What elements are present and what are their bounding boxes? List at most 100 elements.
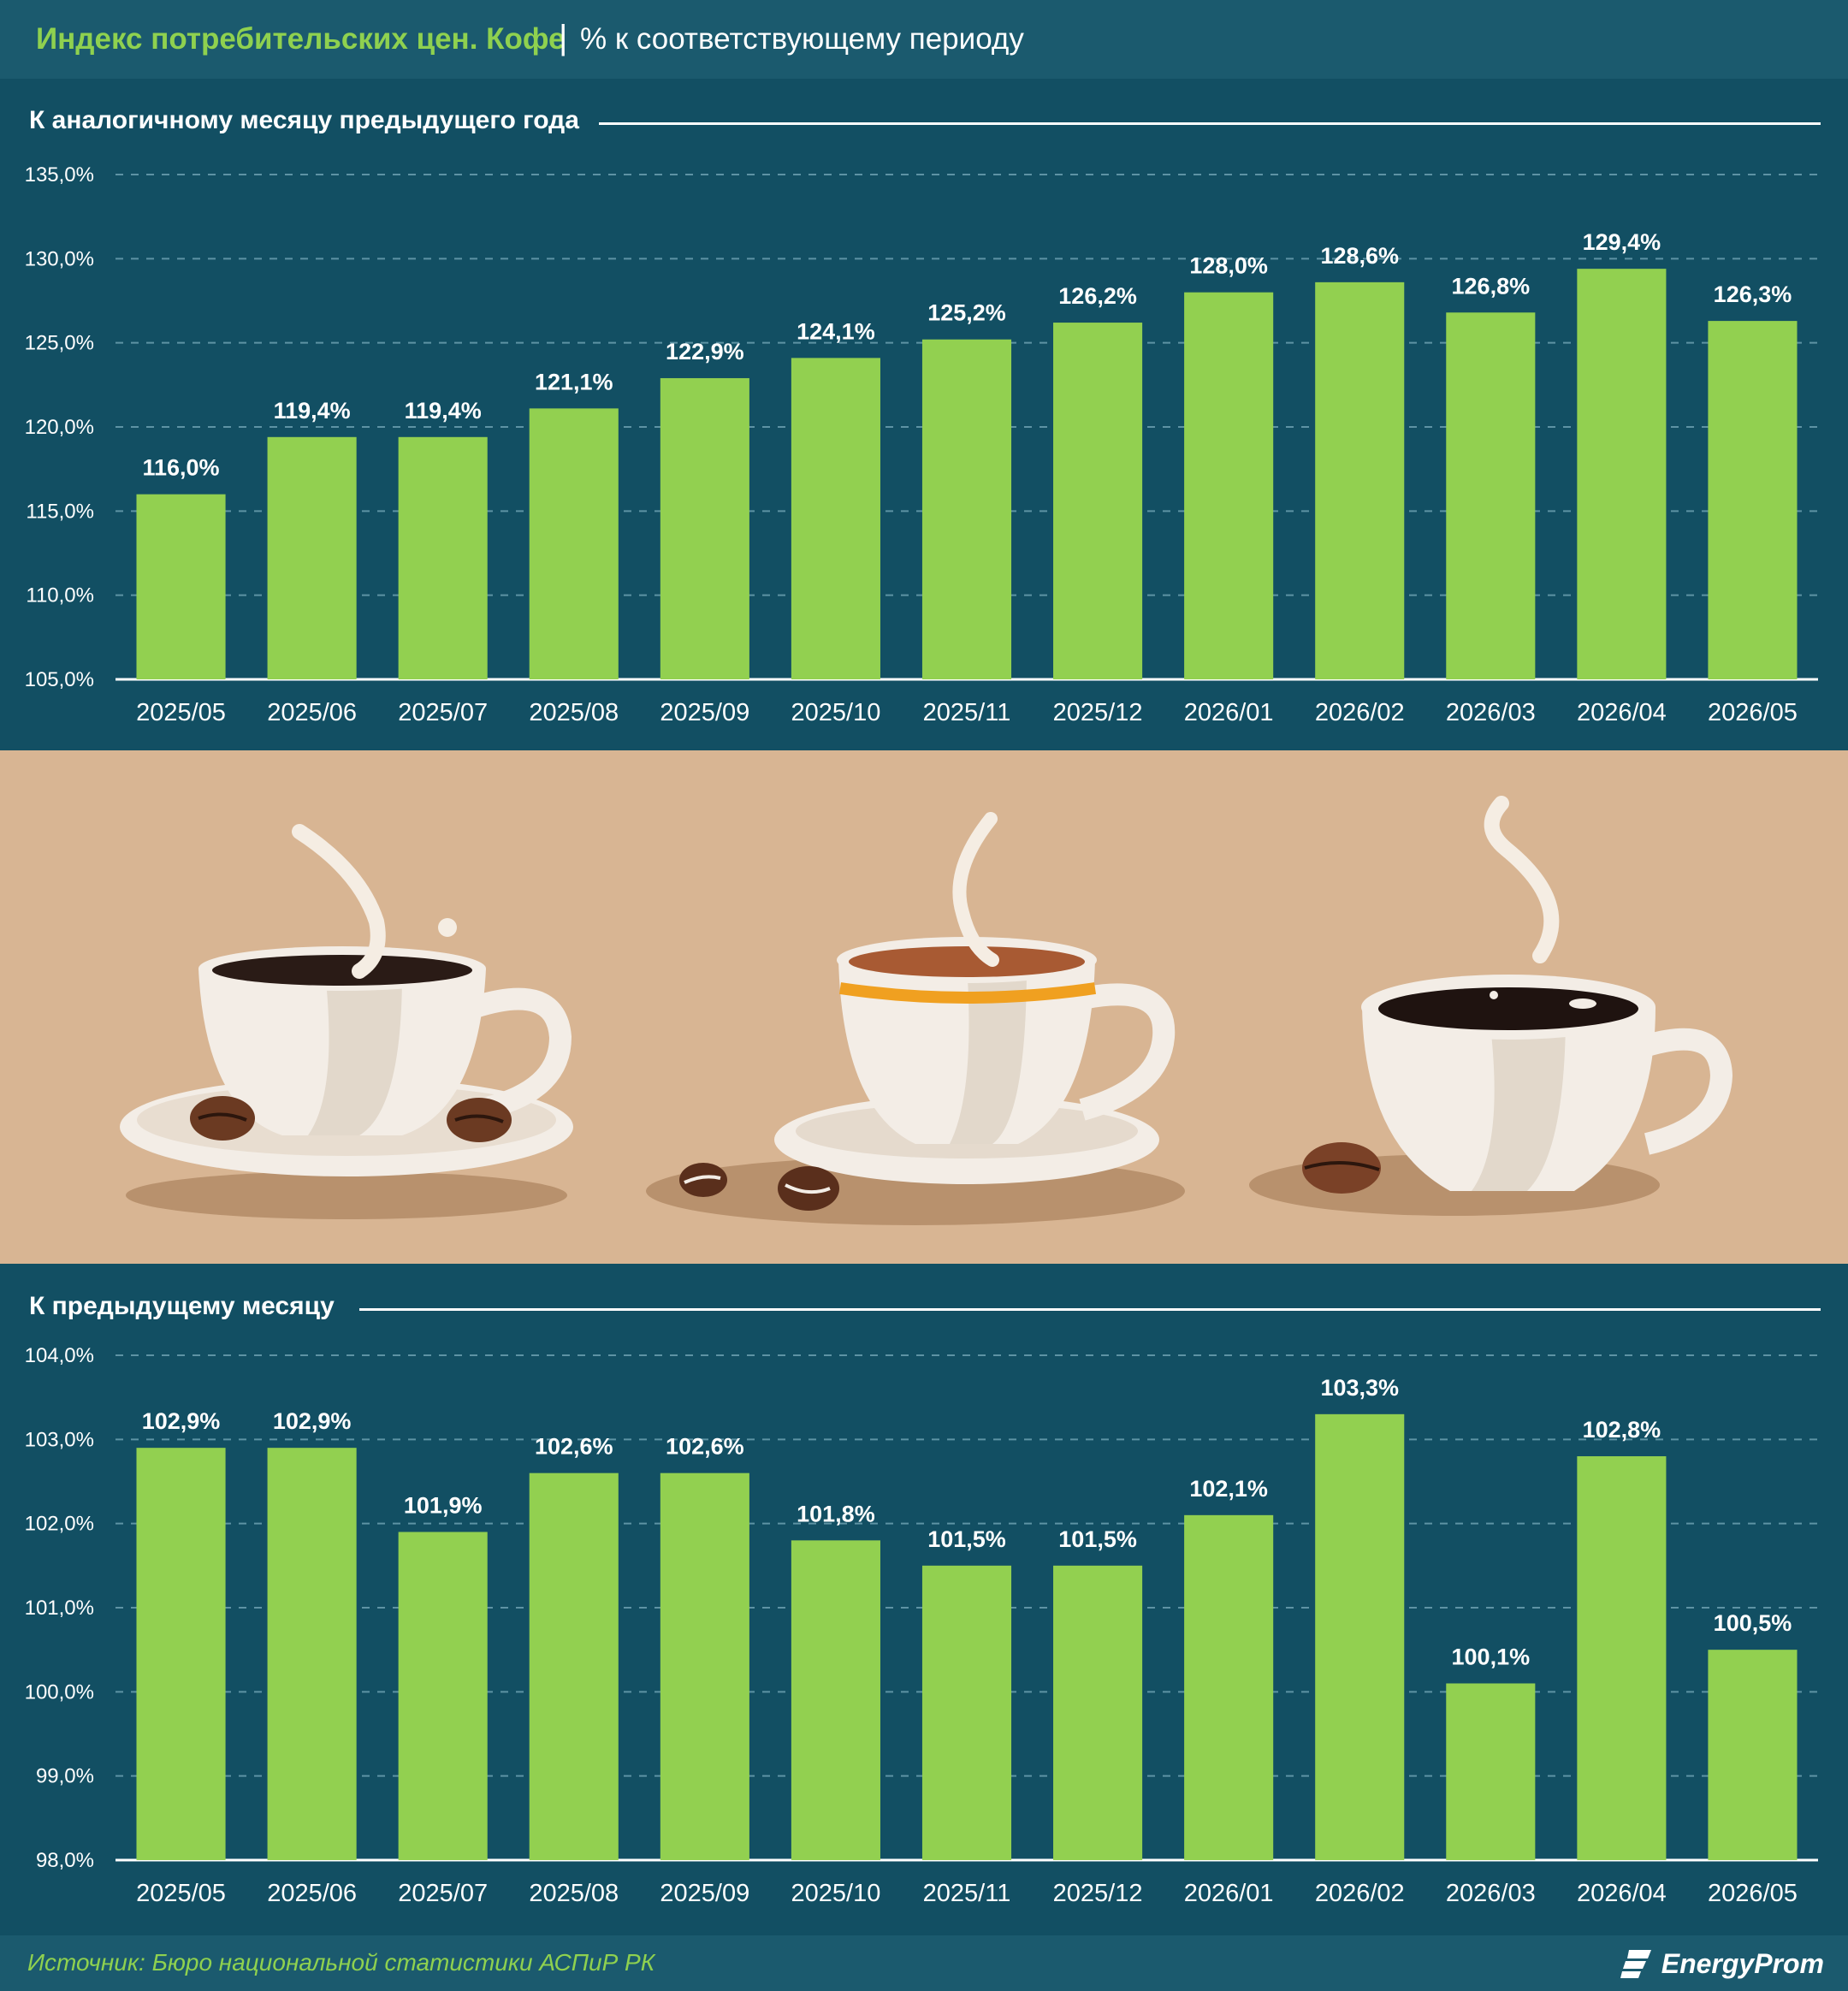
- y-tick-label: 120,0%: [25, 416, 94, 439]
- y-tick-label: 110,0%: [26, 584, 94, 607]
- data-label: 102,8%: [1583, 1417, 1661, 1443]
- data-label: 122,9%: [666, 339, 744, 364]
- steam-icon: [292, 824, 386, 979]
- logo: EnergyProm: [1620, 1944, 1824, 1983]
- data-label: 101,8%: [797, 1501, 875, 1526]
- data-label: 128,0%: [1189, 253, 1268, 279]
- x-tick-label: 2026/03: [1446, 1880, 1536, 1907]
- coffee-illustration: [0, 750, 1848, 1264]
- x-tick-label: 2025/08: [529, 1880, 619, 1907]
- bar-2026-01: [1184, 1514, 1274, 1860]
- steam-icon: [1484, 796, 1560, 963]
- data-label: 102,1%: [1189, 1476, 1268, 1502]
- x-tick-label: 2025/05: [136, 1880, 226, 1907]
- energyprom-logo-icon: [1620, 1950, 1651, 1978]
- bar-2026-04: [1577, 1456, 1667, 1860]
- data-label: 102,9%: [273, 1408, 352, 1434]
- page-subtitle: % к соответствующему периоду: [580, 22, 1024, 56]
- x-tick-label: 2026/01: [1184, 699, 1274, 726]
- chart-yoy: 105,0% 110,0% 115,0% 120,0% 125,0% 130,0% 135,…: [25, 163, 1818, 726]
- chart1-title-rule: [599, 122, 1821, 125]
- header-bar: Индекс потребительских цен. Кофе | % к с…: [0, 0, 1848, 79]
- data-label: 119,4%: [405, 398, 482, 424]
- data-label: 116,0%: [142, 455, 219, 481]
- chart2-title-rule: [359, 1308, 1821, 1311]
- y-tick-label: 102,0%: [25, 1513, 94, 1536]
- x-tick-label: 2026/05: [1708, 1880, 1798, 1907]
- data-label: 102,6%: [535, 1434, 613, 1460]
- data-label: 102,9%: [142, 1408, 221, 1434]
- y-tick-label: 101,0%: [25, 1597, 94, 1620]
- x-tick-label: 2025/08: [529, 699, 619, 726]
- data-label: 129,4%: [1583, 229, 1661, 255]
- source-note: Источник: Бюро национальной статистики А…: [27, 1949, 655, 1976]
- bar-2026-05: [1708, 1650, 1798, 1860]
- y-tick-label: 105,0%: [25, 668, 94, 691]
- x-tick-label: 2025/12: [1053, 1880, 1143, 1907]
- bar-2025-10: [791, 1540, 880, 1860]
- bar-2025-06: [267, 436, 357, 679]
- bar-2025-08: [529, 1473, 619, 1860]
- data-label: 128,6%: [1320, 243, 1399, 269]
- page-title: Индекс потребительских цен. Кофе: [36, 22, 566, 56]
- bar-2025-12: [1053, 323, 1143, 679]
- y-tick-label: 99,0%: [36, 1765, 94, 1788]
- x-tick-label: 2026/05: [1708, 699, 1798, 726]
- bar-2025-11: [921, 339, 1012, 679]
- coffee-cup-icon: [1249, 796, 1733, 1216]
- x-tick-label: 2026/02: [1315, 699, 1405, 726]
- bar-2026-01: [1184, 292, 1274, 679]
- coffee-cup-icon: [120, 824, 573, 1219]
- y-tick-label: 98,0%: [36, 1849, 94, 1872]
- chart1-title: К аналогичному месяцу предыдущего года: [29, 106, 586, 135]
- bar-2025-09: [660, 377, 749, 679]
- x-tick-label: 2026/03: [1446, 699, 1536, 726]
- data-label: 125,2%: [927, 300, 1006, 326]
- y-tick-label: 135,0%: [25, 163, 94, 187]
- data-label: 100,1%: [1452, 1644, 1531, 1670]
- x-tick-label: 2025/09: [660, 699, 749, 726]
- bar-2025-12: [1053, 1565, 1143, 1860]
- bar-2026-02: [1315, 281, 1405, 679]
- y-tick-label: 125,0%: [25, 332, 94, 355]
- coffee-cup-icon: [646, 812, 1185, 1225]
- data-label: 101,5%: [927, 1526, 1006, 1552]
- bar-2025-06: [267, 1448, 357, 1860]
- footer-bar: Источник: Бюро национальной статистики А…: [0, 1935, 1848, 1991]
- chart2-title: К предыдущему месяцу: [29, 1292, 341, 1321]
- logo-text: EnergyProm: [1661, 1947, 1824, 1979]
- y-tick-label: 115,0%: [26, 500, 94, 523]
- data-label: 101,9%: [404, 1493, 483, 1519]
- x-tick-label: 2026/02: [1315, 1880, 1405, 1907]
- y-tick-label: 104,0%: [25, 1344, 94, 1367]
- bar-2025-05: [136, 1448, 226, 1860]
- x-tick-label: 2025/12: [1053, 699, 1143, 726]
- bar-2025-10: [791, 358, 880, 679]
- bar-2026-05: [1708, 321, 1798, 679]
- x-tick-label: 2025/07: [398, 699, 488, 726]
- x-tick-label: 2025/11: [923, 699, 1011, 726]
- y-tick-label: 103,0%: [25, 1428, 94, 1451]
- data-label: 126,8%: [1452, 273, 1531, 299]
- y-tick-label: 100,0%: [25, 1680, 94, 1704]
- x-tick-label: 2025/09: [660, 1880, 749, 1907]
- x-tick-label: 2026/04: [1577, 699, 1667, 726]
- x-tick-label: 2025/05: [136, 699, 226, 726]
- bar-2026-04: [1577, 269, 1667, 679]
- bar-2025-08: [529, 408, 619, 679]
- steam-icon: [952, 812, 999, 967]
- bar-2026-03: [1446, 1683, 1536, 1860]
- x-tick-label: 2025/06: [267, 1880, 357, 1907]
- data-label: 101,5%: [1058, 1526, 1137, 1552]
- title-separator: |: [559, 19, 568, 56]
- x-tick-label: 2025/10: [791, 1880, 881, 1907]
- x-tick-label: 2025/11: [923, 1880, 1011, 1907]
- bar-2025-07: [398, 1532, 488, 1860]
- x-tick-label: 2026/01: [1184, 1880, 1274, 1907]
- y-tick-label: 130,0%: [25, 247, 94, 270]
- chart-mom: 98,0% 99,0% 100,0% 101,0% 102,0% 103,0% 104,0%…: [25, 1344, 1818, 1907]
- x-tick-label: 2025/06: [267, 699, 357, 726]
- bar-2025-05: [136, 494, 226, 679]
- data-label: 121,1%: [535, 369, 613, 394]
